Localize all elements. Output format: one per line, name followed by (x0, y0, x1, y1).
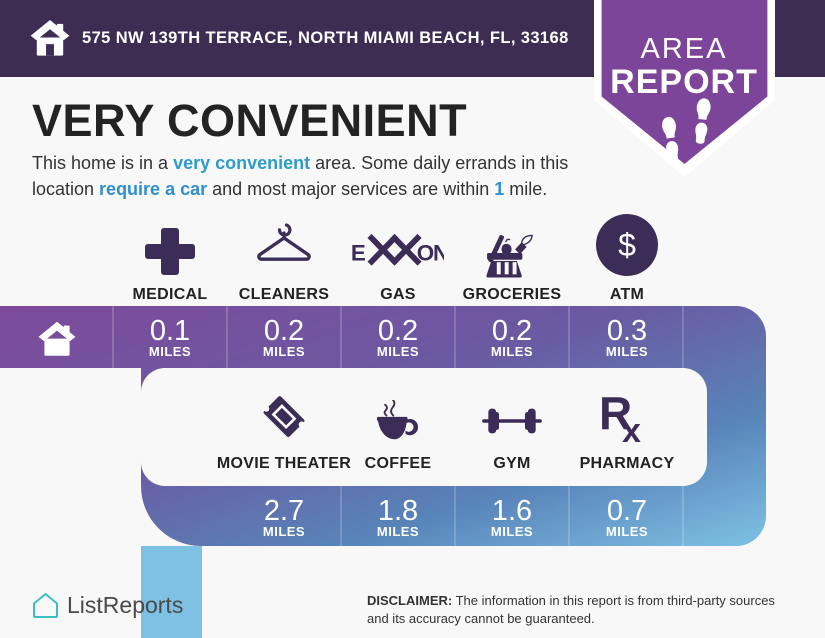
svg-text:REPORT: REPORT (610, 63, 758, 101)
svg-text:E: E (352, 240, 366, 265)
svg-text:$: $ (618, 227, 636, 263)
svg-text:AREA: AREA (641, 33, 728, 65)
svg-text:x: x (622, 412, 641, 444)
